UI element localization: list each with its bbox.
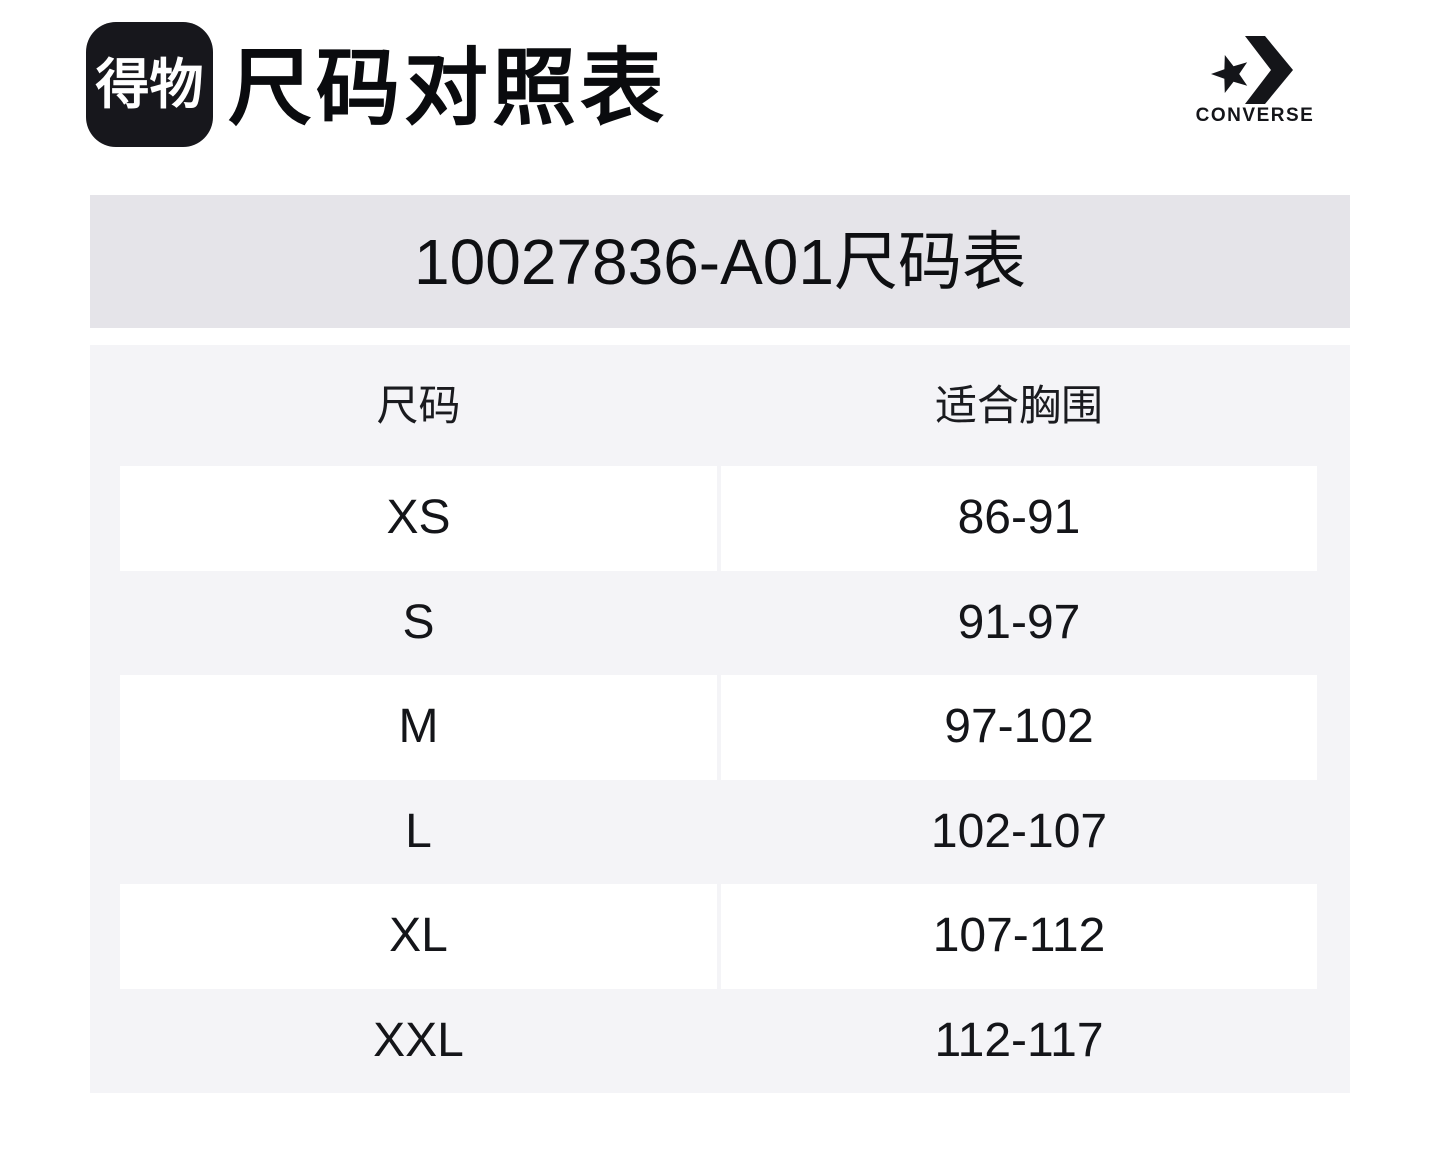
column-header-size: 尺码 <box>376 381 461 429</box>
table-header-row: 尺码 适合胸围 <box>90 345 1350 466</box>
chest-cell: 86-91 <box>721 466 1317 571</box>
table-row: XL 107-112 <box>90 884 1350 989</box>
product-banner: 10027836-A01尺码表 <box>90 195 1350 328</box>
dewu-logo-text: 得物 <box>95 54 204 115</box>
size-table: 尺码 适合胸围 XS 86-91 S 91-97 M 97-102 L 102-… <box>90 345 1350 1093</box>
table-row: M 97-102 <box>90 675 1350 780</box>
chest-cell: 97-102 <box>721 675 1317 780</box>
brand-logo: CONVERSE <box>1180 36 1330 125</box>
size-cell: L <box>405 804 432 858</box>
table-row: S 91-97 <box>90 571 1350 676</box>
size-cell: XS <box>120 466 717 571</box>
table-row: L 102-107 <box>90 780 1350 885</box>
brand-name: CONVERSE <box>1195 105 1315 126</box>
size-cell: M <box>120 675 717 780</box>
page-title: 尺码对照表 <box>228 41 669 135</box>
table-row: XS 86-91 <box>90 466 1350 571</box>
converse-star-chevron-icon <box>1211 36 1293 104</box>
chest-cell: 102-107 <box>930 804 1108 858</box>
size-cell: XL <box>120 884 717 989</box>
size-cell: S <box>402 595 435 649</box>
chest-cell: 107-112 <box>721 884 1317 989</box>
size-cell: XXL <box>373 1013 464 1067</box>
table-row: XXL 112-117 <box>90 989 1350 1094</box>
dewu-logo: 得物 <box>86 22 213 147</box>
chest-cell: 91-97 <box>957 595 1081 649</box>
column-header-chest: 适合胸围 <box>934 381 1103 429</box>
chest-cell: 112-117 <box>934 1013 1104 1067</box>
banner-title: 10027836-A01尺码表 <box>414 225 1026 298</box>
